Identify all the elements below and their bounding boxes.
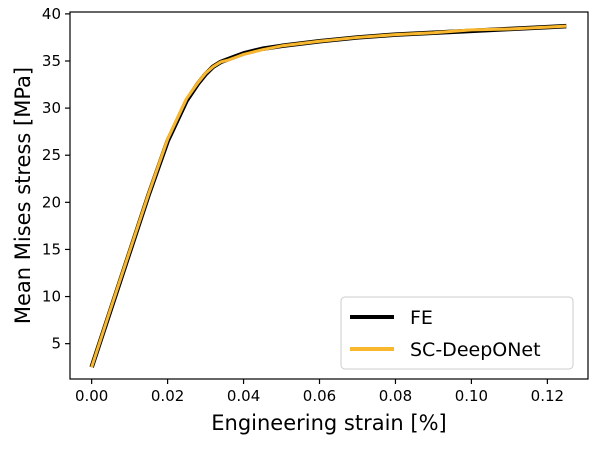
legend-label-fe: FE — [410, 307, 433, 329]
x-tick-label: 0.04 — [227, 387, 260, 405]
plot-area-frame — [69, 11, 589, 380]
y-tick-label: 20 — [42, 193, 61, 211]
y-tick-label: 15 — [42, 240, 61, 258]
x-axis-label: Engineering strain [%] — [211, 411, 447, 435]
y-tick-label: 40 — [42, 5, 61, 23]
y-tick-label: 25 — [42, 146, 61, 164]
x-tick-label: 0.02 — [151, 387, 184, 405]
x-tick-label: 0.06 — [303, 387, 336, 405]
y-tick-label: 5 — [51, 335, 61, 353]
legend: FE SC-DeepONet — [340, 296, 574, 370]
x-axis-ticks: 0.00 0.02 0.04 0.06 0.08 0.10 0.12 — [75, 379, 564, 405]
y-tick-label: 30 — [42, 99, 61, 117]
series-line-sc-deeponet — [90, 24, 567, 368]
series-layer — [89, 23, 567, 368]
legend-label-sc-deeponet: SC-DeepONet — [410, 339, 541, 361]
x-tick-label: 0.10 — [455, 387, 488, 405]
y-axis-ticks: 5 10 15 20 25 30 35 40 — [42, 5, 70, 353]
y-tick-label: 35 — [42, 52, 61, 70]
y-axis-label: Mean Mises stress [MPa] — [11, 67, 35, 324]
legend-box — [340, 296, 574, 370]
x-tick-label: 0.00 — [75, 387, 108, 405]
x-tick-label: 0.08 — [379, 387, 412, 405]
x-tick-label: 0.12 — [531, 387, 564, 405]
y-tick-label: 10 — [42, 288, 61, 306]
